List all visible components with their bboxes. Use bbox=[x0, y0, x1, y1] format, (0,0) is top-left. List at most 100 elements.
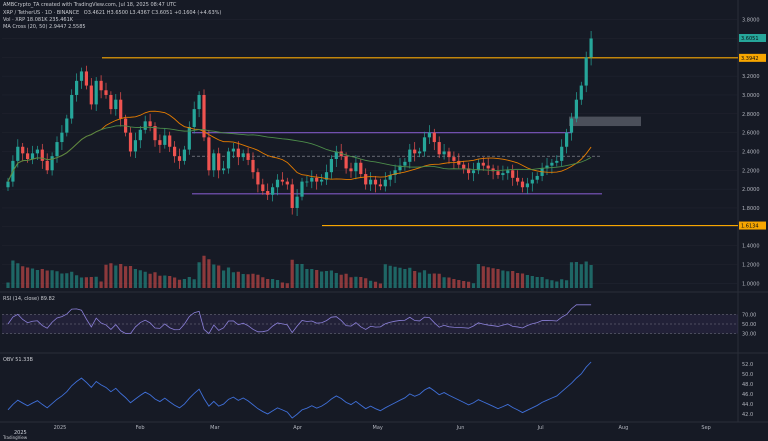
rsi-axis-tick: 70.00 bbox=[742, 312, 756, 318]
volume-bar bbox=[476, 264, 480, 288]
volume-bar bbox=[35, 270, 39, 288]
volume-legend: Vol · XRP 18.081K 235.461K bbox=[3, 17, 74, 23]
price-axis-tick: 3.2000 bbox=[742, 74, 760, 80]
volume-bar bbox=[403, 269, 407, 288]
candle-body bbox=[143, 121, 147, 130]
candle-body bbox=[40, 149, 44, 161]
volume-bar bbox=[520, 273, 525, 288]
volume-bar bbox=[16, 263, 20, 288]
candle-body bbox=[6, 181, 10, 188]
price-axis-tick: 2.4000 bbox=[742, 149, 760, 155]
volume-bar bbox=[55, 271, 59, 288]
symbol-name: XRP / TetherUS · 1D · BINANCE bbox=[3, 10, 80, 16]
candle-body bbox=[511, 170, 515, 178]
candle-body bbox=[349, 168, 353, 172]
rsi-axis-tick: 50.00 bbox=[742, 322, 756, 328]
volume-bar bbox=[447, 277, 451, 288]
volume-bar bbox=[525, 275, 529, 288]
candle-body bbox=[128, 132, 133, 152]
volume-bar bbox=[26, 267, 30, 288]
candle-body bbox=[388, 175, 392, 180]
candle-body bbox=[246, 153, 250, 160]
volume-bar bbox=[574, 262, 578, 288]
volume-bar bbox=[369, 280, 373, 288]
candle-body bbox=[119, 99, 123, 119]
candle-body bbox=[30, 153, 35, 160]
candle-body bbox=[207, 137, 211, 171]
candle-body bbox=[452, 157, 456, 161]
volume-bar bbox=[177, 279, 182, 288]
candle-body bbox=[589, 38, 593, 58]
volume-bar bbox=[388, 265, 392, 288]
candle-body bbox=[231, 148, 235, 152]
volume-bar bbox=[467, 281, 471, 288]
candle-body bbox=[177, 156, 182, 161]
candle-body bbox=[555, 160, 559, 163]
ma20-line bbox=[7, 110, 592, 182]
candle-body bbox=[94, 80, 98, 105]
candle-body bbox=[60, 132, 64, 143]
candle-body bbox=[579, 85, 583, 100]
price-label-text: 3.3942 bbox=[741, 56, 759, 62]
volume-bar bbox=[212, 264, 216, 288]
volume-bar bbox=[75, 275, 79, 288]
volume-bar bbox=[315, 270, 319, 288]
candle-body bbox=[525, 183, 529, 188]
candle-body bbox=[574, 99, 578, 119]
candle-body bbox=[334, 151, 338, 160]
candle-body bbox=[35, 149, 39, 154]
price-axis-tick: 2.0000 bbox=[742, 187, 760, 193]
volume-bar bbox=[99, 281, 103, 288]
volume-bar bbox=[246, 274, 250, 288]
volume-bar bbox=[168, 276, 172, 288]
volume-bar bbox=[413, 271, 417, 288]
obv-axis-tick: 46.0 bbox=[742, 392, 753, 398]
symbol-legend: XRP / TetherUS · 1D · BINANCE O3.4621 H3… bbox=[3, 10, 224, 16]
volume-bar bbox=[295, 264, 299, 288]
candle-body bbox=[359, 162, 363, 175]
candle-body bbox=[50, 156, 54, 171]
obv-axis-tick: 52.0 bbox=[742, 362, 753, 368]
candle-body bbox=[114, 99, 118, 110]
candle-body bbox=[222, 168, 226, 171]
price-label-badge bbox=[739, 221, 766, 230]
candle-body bbox=[138, 129, 142, 141]
volume-bar bbox=[30, 268, 35, 288]
volume-bar bbox=[256, 274, 260, 288]
candle-body bbox=[545, 165, 549, 169]
volume-bar bbox=[359, 277, 363, 288]
volume-bar bbox=[236, 271, 240, 288]
tradingview-logo: TradingView bbox=[3, 435, 28, 440]
volume-bar bbox=[305, 269, 309, 288]
candle-body bbox=[290, 184, 294, 208]
volume-bar bbox=[148, 273, 152, 288]
volume-bar bbox=[187, 277, 191, 288]
candle-body bbox=[364, 174, 368, 185]
volume-bar bbox=[173, 277, 177, 288]
volume-bar bbox=[329, 270, 333, 288]
volume-bar bbox=[535, 277, 539, 288]
volume-bar bbox=[511, 271, 515, 288]
candle-body bbox=[447, 151, 451, 158]
volume-bar bbox=[128, 266, 133, 288]
ohlc-values: O3.4621 H3.6500 L3.4367 C3.6051 +0.1604 … bbox=[83, 10, 222, 16]
candle-body bbox=[413, 149, 417, 154]
candle-body bbox=[476, 162, 480, 171]
volume-bar bbox=[481, 266, 485, 288]
candle-body bbox=[271, 187, 275, 195]
volume-bar bbox=[339, 274, 343, 288]
candle-body bbox=[467, 168, 471, 174]
volume-bar bbox=[324, 271, 329, 288]
volume-bar bbox=[383, 264, 387, 288]
candle-body bbox=[369, 179, 373, 185]
candle-body bbox=[501, 173, 505, 176]
candle-body bbox=[344, 156, 348, 169]
volume-bar bbox=[432, 273, 436, 288]
price-axis-tick: 2.2000 bbox=[742, 168, 760, 174]
candle-body bbox=[457, 160, 461, 165]
candle-body bbox=[65, 118, 69, 133]
candle-body bbox=[300, 181, 304, 197]
candle-body bbox=[442, 151, 446, 155]
volume-bar bbox=[471, 283, 476, 288]
